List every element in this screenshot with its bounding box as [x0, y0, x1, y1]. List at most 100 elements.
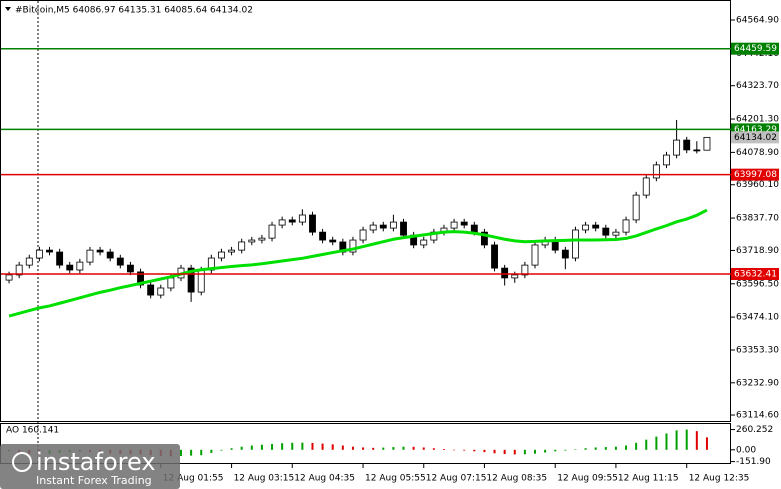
candle-body	[693, 149, 701, 152]
ao-bar	[200, 449, 203, 456]
candle-body	[359, 229, 367, 241]
candle-body	[703, 136, 711, 151]
candle-body	[25, 257, 33, 266]
candle-body	[572, 229, 579, 259]
y-tick-label: 0.00	[736, 445, 756, 455]
candle-body	[288, 219, 296, 223]
ao-bar	[372, 447, 375, 450]
candle-body	[642, 177, 650, 196]
candle-body	[389, 221, 397, 229]
candle-body	[106, 251, 114, 259]
candle-body	[218, 251, 225, 259]
x-tick-label: 12 Aug 09:55	[557, 474, 618, 484]
candle-body	[470, 224, 478, 233]
ao-bar	[271, 443, 274, 450]
ao-bar	[493, 449, 496, 454]
candle-body	[582, 224, 590, 231]
candle-body	[319, 231, 327, 241]
ao-bar	[321, 443, 324, 450]
candle-body	[531, 244, 539, 266]
ao-bar	[594, 447, 597, 450]
x-tick-label: 12 Aug 11:15	[618, 474, 679, 484]
candle-body	[501, 267, 509, 279]
y-tick-label: 63232.90	[736, 378, 779, 388]
x-tick-label: 12 Aug 07:15	[426, 474, 487, 484]
candle-body	[561, 249, 569, 259]
candle-body	[46, 249, 53, 253]
y-tick-label: 64323.70	[736, 81, 779, 91]
candle-body	[167, 277, 175, 289]
level-label-box	[731, 267, 779, 280]
ao-bar	[655, 436, 658, 450]
candle-body	[258, 237, 266, 241]
ao-bar	[210, 449, 213, 453]
ao-bar	[351, 446, 354, 450]
candle-body	[379, 224, 387, 229]
candle-body	[420, 239, 428, 246]
candle-body	[35, 249, 43, 259]
ao-bar	[220, 449, 223, 451]
candle-body	[400, 221, 407, 236]
ao-bar	[705, 437, 708, 450]
ao-bar	[544, 449, 547, 453]
candle-body	[632, 194, 640, 221]
ao-frame	[0, 423, 731, 464]
watermark-box	[0, 444, 180, 489]
x-tick-label: 12 Aug 08:35	[486, 474, 547, 484]
ao-bar	[362, 447, 365, 450]
ao-bar	[554, 449, 557, 452]
ao-bar	[281, 443, 284, 450]
candle-body	[116, 257, 124, 266]
level-label: 63632.41	[734, 269, 777, 279]
main-frame	[0, 0, 731, 422]
x-tick-label: 12 Aug 01:55	[163, 474, 224, 484]
candle-body	[663, 154, 670, 166]
candle-body	[602, 227, 610, 236]
menu-arrow	[5, 7, 11, 11]
last-price-label: 64134.02	[734, 133, 777, 143]
candle-body	[5, 274, 13, 281]
candle-body	[329, 239, 337, 243]
y-tick-label: 63353.30	[736, 346, 779, 356]
candle-body	[309, 214, 316, 233]
candle-body	[137, 271, 144, 286]
y-tick-label: 63718.90	[736, 246, 779, 256]
watermark: instaforex Instant Forex Trading	[0, 444, 180, 489]
ao-bar	[513, 449, 516, 455]
candle-body	[157, 287, 165, 296]
ao-bar	[523, 449, 526, 455]
moving-average	[8, 208, 708, 318]
watermark-logo	[12, 452, 32, 472]
candle-body	[147, 284, 155, 296]
candle-body	[450, 221, 458, 229]
ao-bar	[432, 448, 435, 450]
y-tick-label: 63596.50	[736, 279, 779, 289]
candle-body	[673, 139, 681, 156]
candle-body	[683, 139, 691, 151]
ao-bar	[483, 449, 486, 453]
y-tick-label: 64564.90	[736, 16, 779, 26]
ao-bar	[604, 447, 607, 450]
ao-bar	[422, 447, 425, 450]
y-tick-label: 260.252	[736, 425, 773, 435]
ao-bar	[412, 446, 415, 450]
ao-bar	[250, 445, 253, 450]
candle-body	[238, 241, 246, 251]
ao-bar	[180, 449, 182, 457]
watermark-brand: instaforex	[36, 448, 156, 476]
ao-bar	[331, 444, 334, 450]
ao-bar	[695, 431, 698, 450]
y-tick-label: 63837.70	[736, 214, 779, 224]
ao-bar	[230, 448, 233, 450]
ao-bar	[240, 446, 243, 450]
y-tick-label: 63474.10	[736, 313, 779, 323]
ao-bar	[675, 430, 678, 450]
watermark-tagline: Instant Forex Trading	[36, 474, 152, 487]
ao-bar	[301, 442, 304, 450]
x-tick-label: 12 Aug 04:35	[294, 474, 355, 484]
level-label-box	[731, 42, 779, 55]
candle-body	[187, 267, 195, 293]
ao-bar	[625, 445, 628, 450]
candle-body	[480, 231, 488, 246]
ao-bar	[503, 449, 506, 455]
